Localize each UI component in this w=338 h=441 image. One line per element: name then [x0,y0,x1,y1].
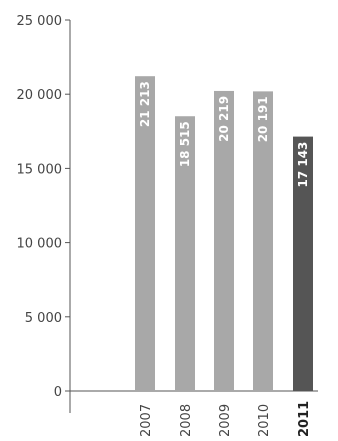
y-tick-label: 15 000 [17,162,63,177]
y-tick-label: 5 000 [25,311,62,326]
y-tick-label: 20 000 [17,88,63,103]
bar-2008 [175,116,195,391]
category-label-2008: 2008 [179,404,194,437]
bar-2010 [253,91,273,391]
value-label-2011: 17 143 [296,142,310,188]
value-label-2010: 20 191 [256,96,270,142]
category-label-2011: 2011 [297,401,312,437]
labels: 21 213 2007 18 515 2008 20 219 2009 20 191 2010… [138,81,312,437]
y-tick-label: 10 000 [17,237,63,252]
category-label-2009: 2009 [218,404,233,437]
value-label-2007: 21 213 [138,81,152,127]
category-label-2010: 2010 [257,404,272,437]
bar-2011 [293,136,313,391]
value-label-2008: 18 515 [178,121,192,167]
y-tick-label: 25 000 [17,14,63,29]
value-label-2009: 20 219 [217,96,231,142]
y-tick-label: 0 [54,385,62,400]
bar-2007 [135,76,155,391]
bars [135,76,313,391]
category-label-2007: 2007 [139,404,154,437]
y-axis-ticks: 0 5 000 10 000 15 000 20 000 25 000 [17,14,70,400]
bar-2009 [214,90,234,391]
